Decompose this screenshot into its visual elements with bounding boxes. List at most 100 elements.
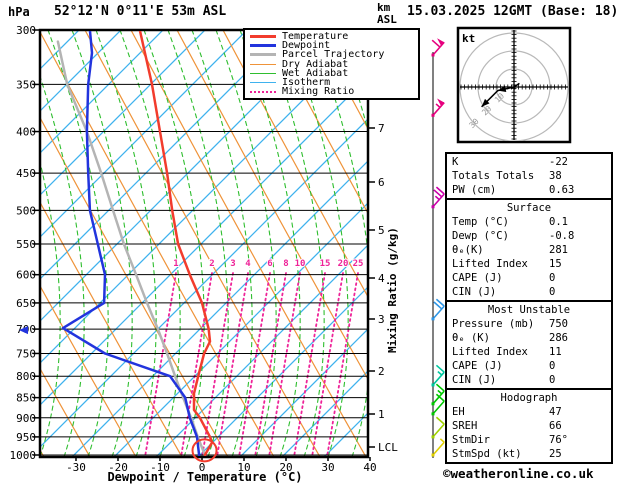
table-row: Lifted Index 15: [447, 257, 611, 271]
level-marker-700-icon: [19, 326, 28, 335]
legend-item-label: Temperature: [282, 31, 349, 42]
legend-item-label: Dry Adiabat: [282, 58, 349, 70]
table-row: EH 47: [447, 405, 611, 419]
table-row: Totals Totals 38: [447, 169, 611, 183]
svg-text:500: 500: [16, 204, 36, 217]
hodograph-unit-label: kt: [462, 32, 475, 45]
table-section-title: Most Unstable: [487, 304, 571, 316]
svg-text:600: 600: [16, 269, 36, 282]
svg-text:750: 750: [16, 347, 36, 360]
table-row-label: CIN (J): [452, 374, 497, 386]
table-section: K -22 Totals Totals 38 PW (cm) 0.63: [445, 152, 613, 200]
altitude-unit-km: km: [377, 1, 391, 14]
skewt-background: [41, 31, 367, 456]
table-row-value: 0: [549, 360, 556, 372]
table-row: StmSpd (kt) 25: [447, 447, 611, 461]
table-row-value: 47: [549, 406, 562, 418]
svg-text:550: 550: [16, 238, 36, 251]
legend: Temperature Dewpoint Parcel Trajectory Dry …: [243, 28, 420, 101]
surface-parcel-marker: [191, 438, 218, 463]
dewpoint-swatch-icon: [250, 44, 276, 48]
pressure-axis-labels: 3003504004505005506006507007508008509009…: [10, 24, 40, 462]
table-row-label: θₑ(K): [452, 244, 484, 256]
table-row-value: 750: [549, 318, 568, 330]
table-row: CAPE (J) 0: [447, 271, 611, 285]
svg-text:4: 4: [245, 259, 251, 269]
wind-barb-icon: [431, 98, 445, 117]
svg-text:10: 10: [295, 259, 306, 269]
table-row-value: 15: [549, 258, 562, 270]
svg-text:3: 3: [230, 259, 235, 269]
svg-text:30: 30: [321, 461, 334, 474]
table-row-label: PW (cm): [452, 184, 497, 196]
mixing-ratio-lines: [144, 272, 359, 456]
legend-item-label: Mixing Ratio: [282, 86, 355, 98]
table-row: CAPE (J) 0: [447, 359, 611, 373]
table-row-value: 0: [549, 286, 556, 298]
table-row-label: Lifted Index: [452, 346, 528, 358]
svg-text:2: 2: [378, 365, 385, 378]
table-section-surface: Surface Temp (°C) 0.1 Dewp (°C) -0.8 θₑ(K) 281…: [445, 198, 613, 302]
svg-text:1: 1: [173, 259, 178, 269]
table-row-value: 281: [549, 244, 568, 256]
wind-barb-icon: [431, 416, 445, 439]
svg-text:1: 1: [378, 408, 385, 421]
table-row-value: 76°: [549, 434, 568, 446]
svg-text:450: 450: [16, 167, 36, 180]
svg-text:15: 15: [320, 259, 331, 269]
table-row: Dewp (°C) -0.8: [447, 229, 611, 243]
pressure-axis-unit: hPa: [8, 5, 30, 19]
svg-text:8: 8: [283, 259, 288, 269]
legend-item: Dry Adiabat: [248, 58, 415, 70]
legend-item: Isotherm: [248, 76, 415, 88]
svg-text:40: 40: [363, 461, 376, 474]
svg-text:650: 650: [16, 297, 36, 310]
table-row: StmDir 76°: [447, 433, 611, 447]
table-row: PW (cm) 0.63: [447, 183, 611, 197]
svg-text:300: 300: [16, 24, 36, 37]
table-row-label: Temp (°C): [452, 216, 509, 228]
table-row-value: 0.1: [549, 216, 568, 228]
svg-text:6: 6: [267, 259, 272, 269]
table-section-most-unstable: Most Unstable Pressure (mb) 750 θₑ (K) 286 Li…: [445, 300, 613, 390]
table-row-value: 38: [549, 170, 562, 182]
parcel-trajectory-swatch-icon: [250, 53, 276, 57]
isotherm-swatch-icon: [250, 82, 276, 84]
svg-text:850: 850: [16, 392, 36, 405]
altitude-axis-unit: km ASL: [377, 2, 397, 26]
legend-item: Dewpoint: [248, 41, 415, 51]
legend-item-label: Wet Adiabat: [282, 67, 349, 79]
table-row: CIN (J) 0: [447, 285, 611, 299]
legend-item: Mixing Ratio: [248, 86, 415, 98]
station-title: 52°12'N 0°11'E 53m ASL: [54, 4, 227, 19]
svg-text:-10: -10: [150, 461, 170, 474]
table-row: θₑ(K) 281: [447, 243, 611, 257]
legend-item-label: Isotherm: [282, 76, 331, 88]
hodograph-arrow-icon: [497, 85, 507, 92]
wind-barb-icon: [431, 364, 445, 387]
svg-text:350: 350: [16, 78, 36, 91]
table-row: Lifted Index 11: [447, 345, 611, 359]
table-row-value: 66: [549, 420, 562, 432]
table-row-label: Dewp (°C): [452, 230, 509, 242]
table-section-title: Hodograph: [500, 392, 558, 404]
svg-text:400: 400: [16, 126, 36, 139]
svg-text:-20: -20: [108, 461, 128, 474]
temperature-curve: [138, 31, 214, 456]
wind-barb-icon: [431, 393, 445, 416]
wind-barb-icon: [431, 298, 445, 321]
table-row-value: 286: [549, 332, 568, 344]
dewpoint-curve: [61, 31, 201, 456]
table-row: Temp (°C) 0.1: [447, 215, 611, 229]
mixing-ratio-swatch-icon: [250, 90, 276, 93]
table-row-label: Pressure (mb): [452, 318, 535, 330]
svg-text:3: 3: [378, 313, 385, 326]
table-row-label: CIN (J): [452, 286, 497, 298]
table-row-label: StmDir: [452, 434, 490, 446]
svg-text:900: 900: [16, 412, 36, 425]
table-row-value: 11: [549, 346, 562, 358]
svg-text:20: 20: [279, 461, 292, 474]
temperature-swatch-icon: [250, 35, 276, 39]
